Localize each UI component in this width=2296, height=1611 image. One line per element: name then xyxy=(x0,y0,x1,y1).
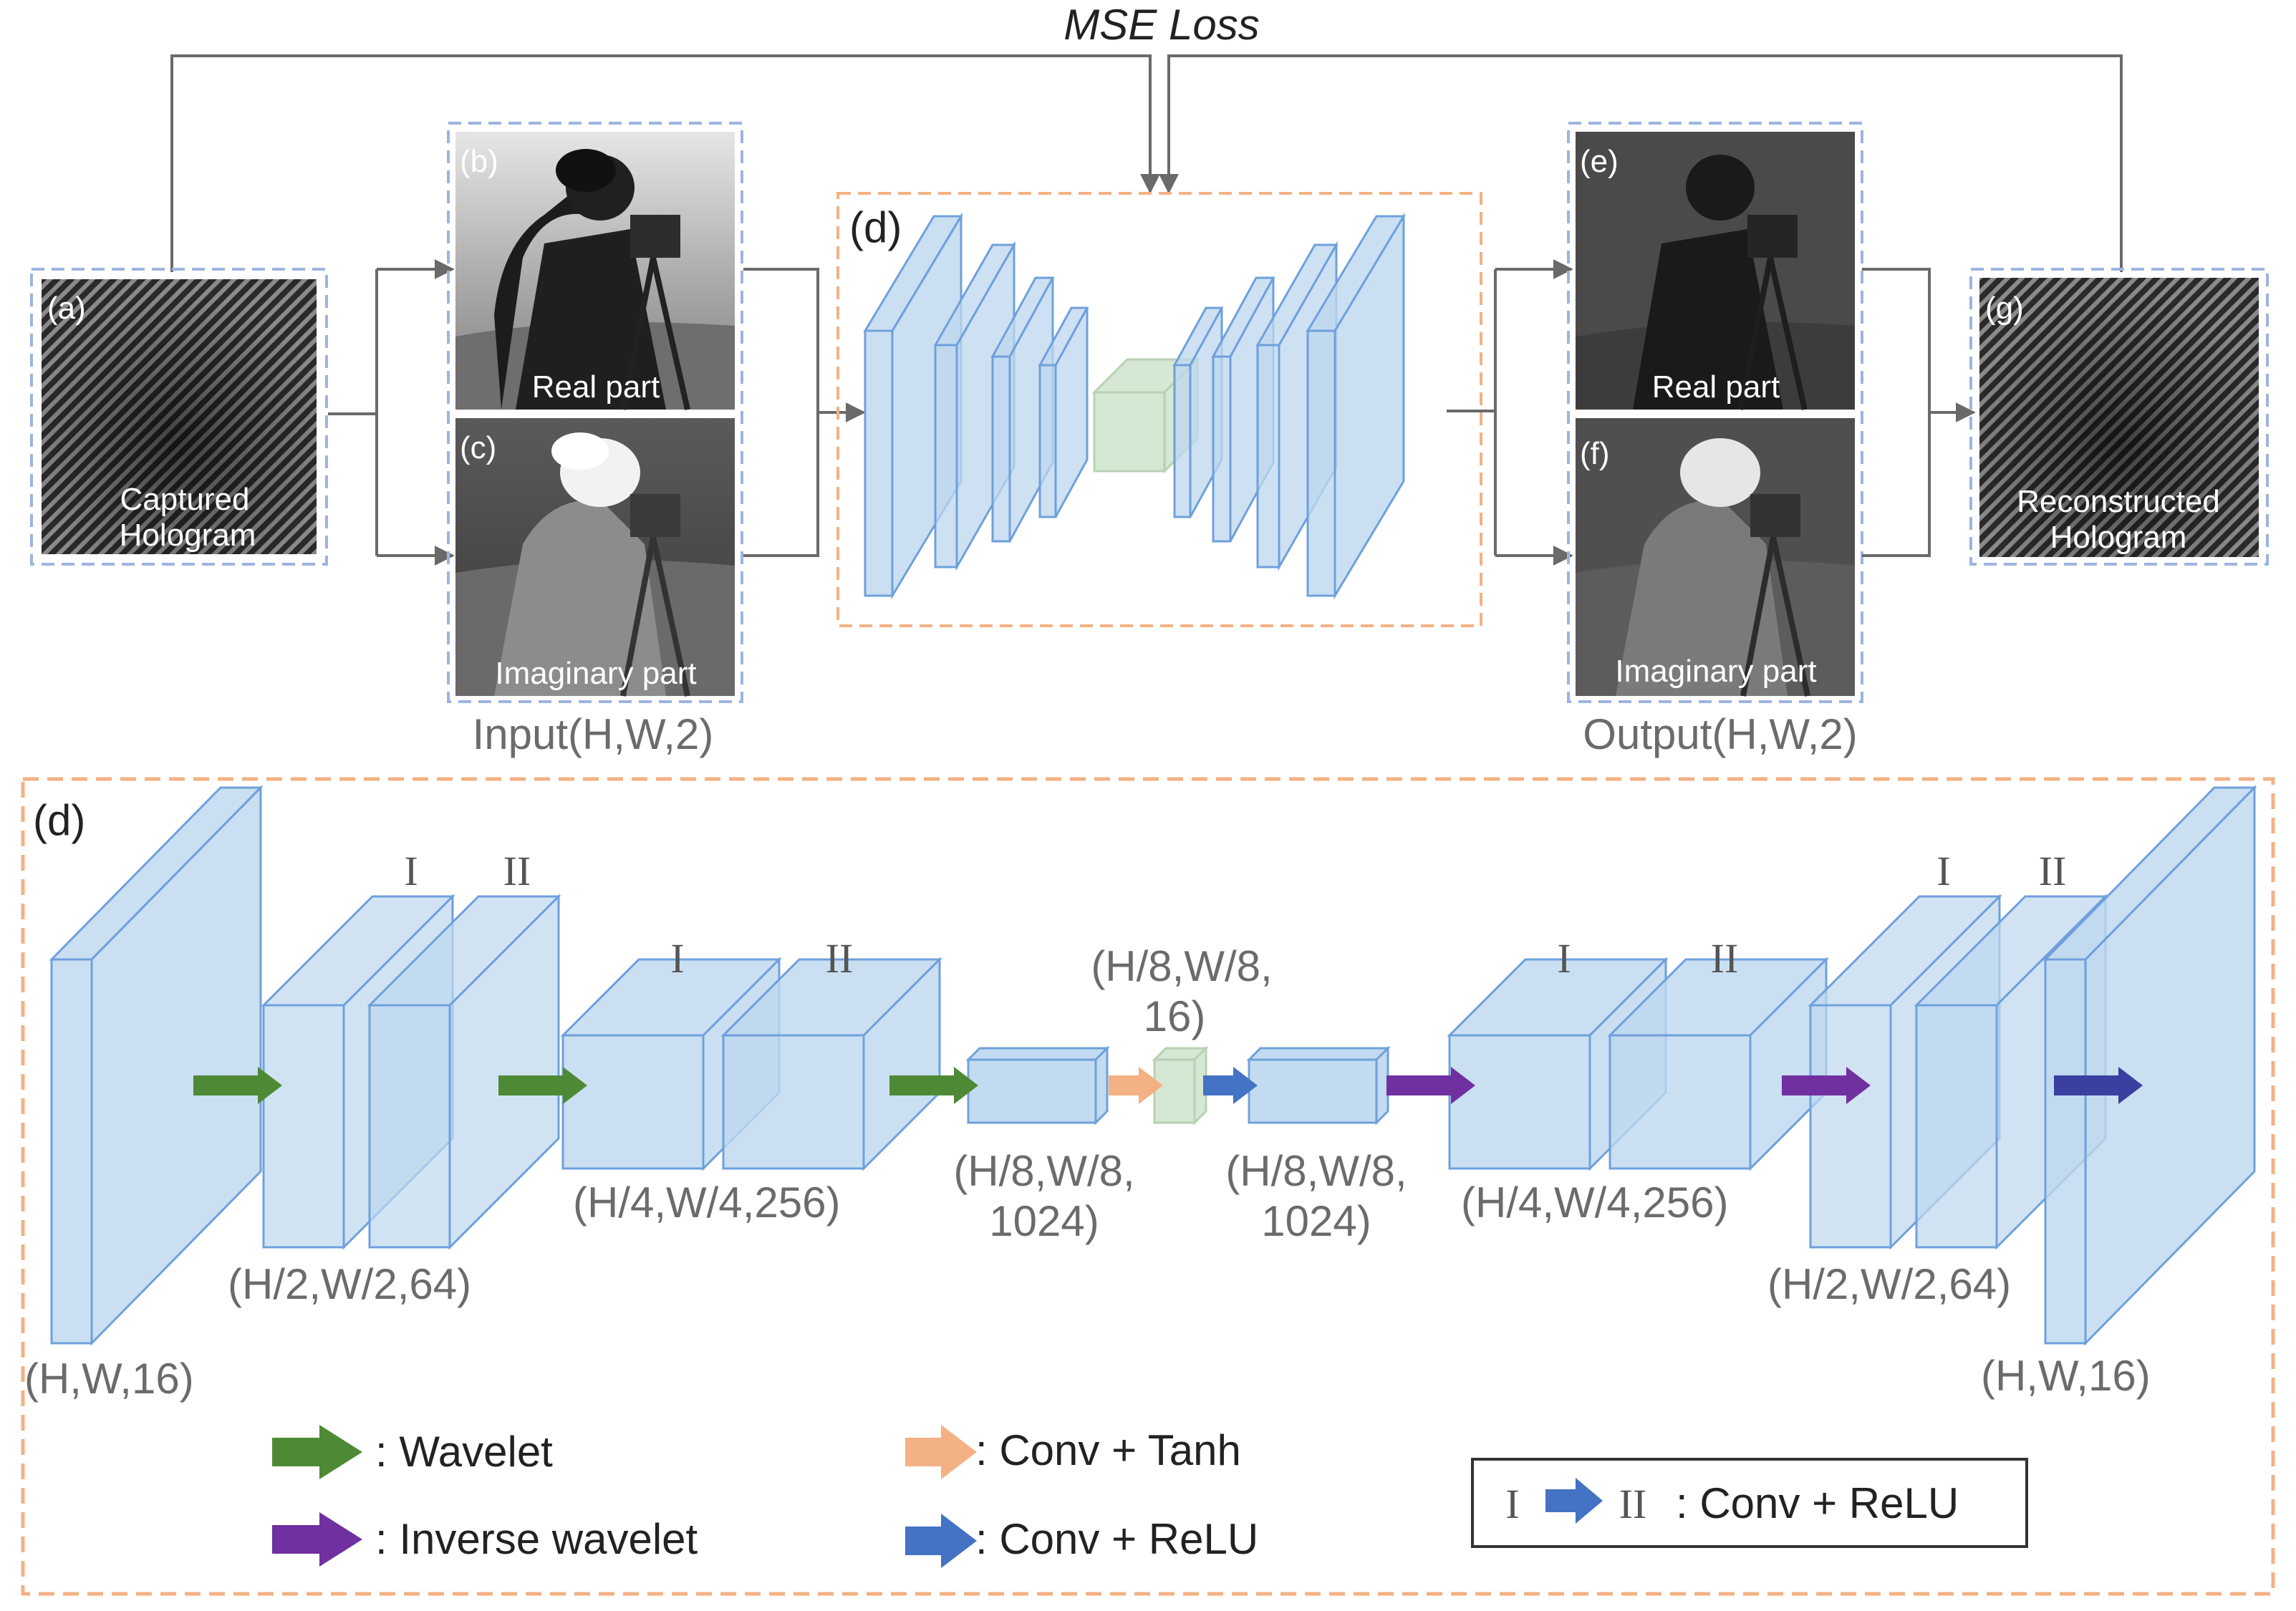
stage-label-enc1-ii: II xyxy=(503,848,531,894)
output-real-image: (e) Real part xyxy=(1576,132,1855,410)
legend-inverse: : Inverse wavelet xyxy=(272,1512,698,1567)
block-dec3-1024 xyxy=(1246,1045,1391,1126)
output-imag-image: (f) Imaginary part xyxy=(1576,418,1855,697)
legend-box-stage-ii: II xyxy=(1619,1481,1647,1527)
mse-loss-connectors xyxy=(170,54,2123,272)
arrow-inverse-3 xyxy=(2054,1067,2143,1104)
stage-label-dec1-i: I xyxy=(1936,848,1950,894)
network-thumbnail-tag: (d) xyxy=(849,203,902,251)
captured-hologram-panel: (a) Captured Hologram xyxy=(30,268,328,566)
network-detail-panel: (d) I II I II I II I II (H,W,16) (H/2,W/… xyxy=(21,777,2275,1596)
output-group: (e) Real part (f) Imaginary part Output(… xyxy=(1567,122,1863,758)
stage-label-dec2-i: I xyxy=(1557,935,1571,982)
dim-enc-256: (H/4,W/4,256) xyxy=(573,1179,840,1227)
dim-enc-1024-l1: (H/8,W/8, xyxy=(953,1147,1134,1195)
thumb-block-8 xyxy=(1306,212,1406,600)
legend-tanh-label: : Conv + Tanh xyxy=(975,1426,1241,1474)
dim-dec-256: (H/4,W/4,256) xyxy=(1461,1179,1728,1227)
legend-wavelet: : Wavelet xyxy=(272,1425,553,1479)
merge-connector-input xyxy=(743,268,866,557)
input-real-label: Real part xyxy=(532,369,660,405)
dim-in16: (H,W,16) xyxy=(24,1355,194,1403)
network-detail-blocks xyxy=(49,785,2257,1346)
arrow-wavelet-1 xyxy=(193,1067,282,1104)
mse-loss-title: MSE Loss xyxy=(1063,1,1259,49)
reconstructed-label-line2: Hologram xyxy=(2050,520,2187,555)
arrow-wavelet-2 xyxy=(498,1067,587,1104)
arrow-inverse-2 xyxy=(1782,1067,1871,1104)
dim-dec-64: (H/2,W/2,64) xyxy=(1767,1260,2011,1308)
block-output-16 xyxy=(2042,785,2257,1346)
legend-box-stage-i: I xyxy=(1505,1481,1519,1527)
input-real-image: (b) Real part xyxy=(455,132,735,410)
output-imag-label: Imaginary part xyxy=(1615,654,1816,689)
block-input-16 xyxy=(49,785,264,1346)
block-enc1-ii xyxy=(367,894,561,1250)
split-connector-output xyxy=(1447,259,1573,566)
input-imag-image: (c) Imaginary part xyxy=(455,418,735,697)
output-imag-tag: (f) xyxy=(1580,436,1610,471)
dim-bottleneck-l2: 16) xyxy=(1144,992,1206,1040)
stage-label-enc2-i: I xyxy=(670,935,684,982)
legend-box-label: : Conv + ReLU xyxy=(1676,1479,1959,1527)
dim-dec-1024-l1: (H/8,W/8, xyxy=(1225,1147,1407,1195)
legend-box: I II : Conv + ReLU xyxy=(1471,1458,2028,1548)
block-dec2-ii xyxy=(1607,957,1829,1171)
reconstructed-tag: (g) xyxy=(1985,291,2024,326)
legend: : Wavelet : Inverse wavelet : Conv + Tan… xyxy=(272,1425,2028,1568)
arrow-conv-relu xyxy=(1203,1067,1258,1104)
merge-connector-output xyxy=(1862,268,1976,557)
dim-dec-1024-l2: 1024) xyxy=(1261,1197,1371,1245)
input-imag-label: Imaginary part xyxy=(495,656,696,691)
network-thumbnail-blocks xyxy=(863,212,1406,600)
input-caption: Input(H,W,2) xyxy=(473,710,714,758)
arrow-conv-tanh xyxy=(1109,1067,1163,1104)
stage-label-enc2-ii: II xyxy=(826,935,854,982)
output-real-tag: (e) xyxy=(1580,144,1619,179)
legend-relu: : Conv + ReLU xyxy=(905,1514,1258,1568)
captured-label-line1: Captured xyxy=(120,482,249,517)
dim-enc-64: (H/2,W/2,64) xyxy=(228,1260,471,1308)
legend-tanh: : Conv + Tanh xyxy=(905,1425,1241,1479)
captured-label-line2: Hologram xyxy=(120,518,256,553)
dim-out16: (H,W,16) xyxy=(1981,1352,2151,1400)
input-imag-tag: (c) xyxy=(460,430,496,465)
legend-wavelet-label: : Wavelet xyxy=(375,1428,553,1476)
captured-tag: (a) xyxy=(47,291,86,326)
reconstructed-hologram-panel: (g) Reconstructed Hologram xyxy=(1969,268,2269,566)
network-detail-tag: (d) xyxy=(33,796,85,844)
input-group: (b) Real part (c) Imaginary part Input(H… xyxy=(447,122,743,758)
arrow-wavelet-3 xyxy=(889,1067,978,1104)
split-connector-input xyxy=(328,259,455,566)
block-bottleneck-16 xyxy=(1152,1045,1209,1126)
legend-inverse-label: : Inverse wavelet xyxy=(375,1515,698,1563)
reconstructed-label-line1: Reconstructed xyxy=(2017,484,2220,519)
network-detail-arrows xyxy=(193,1067,2143,1104)
dim-enc-1024-l2: 1024) xyxy=(989,1197,1099,1245)
block-enc3-1024 xyxy=(965,1045,1110,1126)
legend-relu-label: : Conv + ReLU xyxy=(975,1515,1258,1563)
thumb-block-4 xyxy=(1038,306,1089,518)
input-real-tag: (b) xyxy=(460,144,498,179)
network-thumbnail: (d) xyxy=(836,192,1482,627)
stage-label-enc1-i: I xyxy=(404,848,418,894)
output-real-label: Real part xyxy=(1652,369,1780,405)
stage-label-dec2-ii: II xyxy=(1711,935,1739,982)
stage-label-dec1-ii: II xyxy=(2039,848,2067,894)
dim-bottleneck-l1: (H/8,W/8, xyxy=(1091,942,1272,990)
output-caption: Output(H,W,2) xyxy=(1583,710,1857,758)
arrow-inverse-1 xyxy=(1386,1067,1475,1104)
